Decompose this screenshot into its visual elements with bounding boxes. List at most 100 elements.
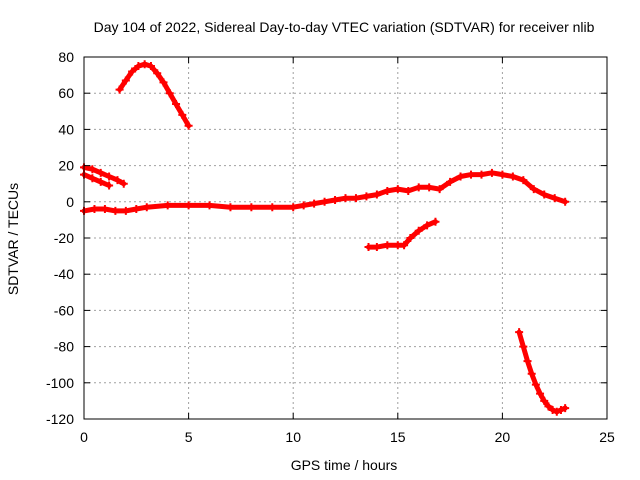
data-point (105, 181, 114, 190)
series-trace-short-lower (81, 172, 112, 188)
x-tick-label: 0 (80, 429, 88, 445)
data-point (406, 234, 415, 242)
data-point (105, 172, 114, 181)
data-point (119, 179, 128, 188)
data-point (226, 203, 235, 212)
y-tick-label: -100 (46, 375, 74, 391)
data-point (341, 194, 350, 203)
series-short-upper (80, 163, 128, 188)
data-point (111, 206, 120, 215)
data-point (268, 203, 277, 212)
data-point (519, 176, 528, 185)
chart-title: Day 104 of 2022, Sidereal Day-to-day VTE… (94, 19, 595, 35)
data-point (531, 380, 540, 389)
y-tick-label: 20 (58, 158, 74, 174)
data-point (134, 62, 143, 71)
data-point (88, 165, 97, 174)
y-tick-label: 60 (58, 85, 74, 101)
data-point (556, 405, 565, 414)
data-point (477, 170, 486, 179)
data-point (331, 195, 340, 204)
data-point (515, 328, 524, 337)
data-point (142, 203, 151, 212)
x-tick-label: 15 (390, 429, 406, 445)
data-point (163, 201, 172, 210)
data-point (247, 203, 256, 212)
data-point (550, 194, 559, 203)
series-trace-main-track (81, 170, 568, 214)
data-point (184, 121, 193, 130)
data-point (310, 199, 319, 208)
x-tick-label: 20 (495, 429, 511, 445)
data-point (383, 241, 392, 250)
data-point (364, 243, 373, 252)
data-point (100, 205, 109, 214)
data-point (423, 221, 432, 230)
data-point (172, 100, 181, 109)
data-point (561, 197, 570, 206)
data-point (425, 183, 434, 192)
data-point (523, 357, 532, 366)
y-tick-label: 0 (66, 194, 74, 210)
data-point (456, 172, 465, 181)
data-point (404, 186, 413, 195)
data-point (372, 190, 381, 199)
series-deep-negative (515, 328, 570, 416)
data-point (121, 76, 130, 85)
data-point (414, 183, 423, 192)
series-arc-top (115, 60, 193, 130)
data-point (544, 402, 553, 411)
data-point (299, 201, 308, 210)
data-point (184, 201, 193, 210)
y-axis-label: SDTVAR / TECUs (5, 183, 21, 295)
data-point (115, 85, 124, 94)
axes: 0 5 10 15 20 25 -120 -100 -80 -60 -40 -20 0 20 40 60 80 (46, 49, 615, 445)
data-point (128, 67, 137, 76)
data-point (487, 168, 496, 177)
data-point (393, 185, 402, 194)
x-tick-label: 25 (599, 429, 615, 445)
data-points (80, 60, 570, 416)
data-point (132, 205, 141, 214)
data-point (289, 203, 298, 212)
data-point (431, 217, 440, 226)
data-point (362, 192, 371, 201)
data-point (536, 389, 545, 398)
data-point (146, 62, 155, 71)
data-point (205, 201, 214, 210)
data-point (88, 174, 97, 183)
data-point (540, 190, 549, 199)
data-point (165, 89, 174, 98)
y-tick-label: 40 (58, 121, 74, 137)
x-axis-label: GPS time / hours (291, 457, 398, 473)
data-point (548, 405, 557, 414)
data-point (552, 407, 561, 416)
y-tick-label: -20 (54, 230, 74, 246)
data-point (529, 185, 538, 194)
data-point (90, 205, 99, 214)
data-point (372, 243, 381, 252)
data-point (320, 197, 329, 206)
y-tick-label: -120 (46, 411, 74, 427)
data-point (113, 176, 122, 185)
data-point (540, 396, 549, 405)
series-mid-negative (364, 217, 440, 252)
data-point (467, 170, 476, 179)
data-point (561, 404, 570, 413)
x-tick-label: 10 (285, 429, 301, 445)
data-point (414, 226, 423, 235)
x-tick-label: 5 (185, 429, 193, 445)
data-point (446, 177, 455, 186)
data-point (96, 177, 105, 186)
data-point (178, 110, 187, 119)
data-point (96, 168, 105, 177)
data-point (508, 172, 517, 181)
data-point (159, 78, 168, 87)
y-tick-label: -40 (54, 266, 74, 282)
data-point (519, 342, 528, 351)
data-point (400, 241, 409, 250)
data-point (527, 369, 536, 378)
series-trace-arc-top (117, 61, 192, 129)
data-point (140, 60, 149, 69)
